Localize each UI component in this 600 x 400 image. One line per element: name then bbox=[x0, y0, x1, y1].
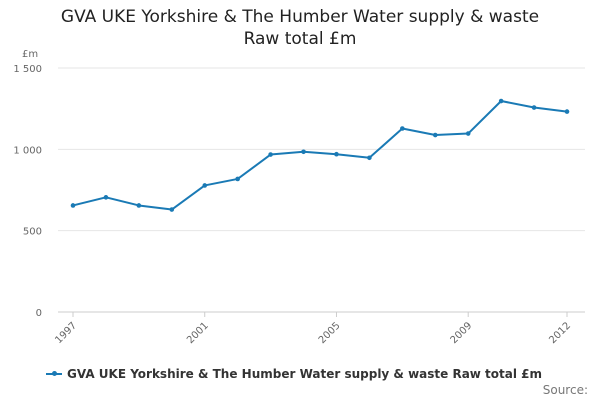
y-tick-label: 1 500 bbox=[13, 64, 42, 75]
data-point-1997[interactable] bbox=[70, 203, 76, 208]
x-tick-label: 2012 bbox=[547, 320, 573, 346]
y-tick-label: 0 bbox=[36, 308, 42, 319]
data-point-2001[interactable] bbox=[202, 183, 208, 188]
legend-label: GVA UKE Yorkshire & The Humber Water sup… bbox=[67, 367, 543, 381]
x-tick-label: 2001 bbox=[185, 320, 211, 346]
chart-title-line-1: GVA UKE Yorkshire & The Humber Water sup… bbox=[60, 7, 540, 27]
data-point-2000[interactable] bbox=[169, 207, 175, 212]
legend[interactable]: GVA UKE Yorkshire & The Humber Water sup… bbox=[46, 364, 542, 384]
x-tick-label: 2009 bbox=[449, 320, 475, 346]
data-point-1998[interactable] bbox=[103, 195, 109, 200]
data-point-2011[interactable] bbox=[531, 105, 537, 110]
series-line-0 bbox=[72, 100, 568, 211]
x-axis: 1997 2001 2005 2009 2012 bbox=[53, 311, 585, 346]
data-point-2012[interactable] bbox=[564, 109, 570, 114]
x-tick-label: 2005 bbox=[317, 320, 343, 346]
series-layer bbox=[70, 98, 570, 212]
data-point-2008[interactable] bbox=[432, 132, 438, 138]
data-point-2005[interactable] bbox=[334, 151, 339, 157]
source-credit[interactable]: Source: bbox=[542, 383, 588, 397]
grid-lines: 0 500 1 000 1 500 bbox=[13, 64, 585, 319]
data-point-2006[interactable] bbox=[367, 155, 372, 161]
chart-title-line-2: Raw total £m bbox=[243, 29, 357, 49]
data-point-2004[interactable] bbox=[301, 149, 306, 155]
data-point-2009[interactable] bbox=[465, 131, 471, 136]
legend-swatch bbox=[46, 369, 62, 379]
y-axis-unit-label: £m bbox=[22, 49, 38, 60]
data-point-1999[interactable] bbox=[136, 203, 142, 208]
y-tick-label: 1 000 bbox=[13, 145, 42, 156]
data-point-2003[interactable] bbox=[268, 152, 273, 157]
x-tick-label: 1997 bbox=[53, 320, 79, 346]
y-tick-label: 500 bbox=[23, 227, 42, 238]
data-point-2002[interactable] bbox=[235, 176, 240, 182]
data-point-2007[interactable] bbox=[400, 126, 405, 131]
data-point-2010[interactable] bbox=[498, 98, 504, 104]
chart-title: GVA UKE Yorkshire & The Humber Water sup… bbox=[0, 6, 600, 50]
